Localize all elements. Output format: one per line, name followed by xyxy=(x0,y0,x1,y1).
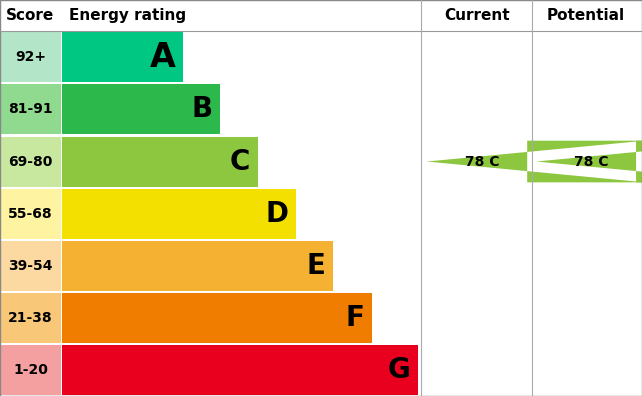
Bar xyxy=(62,32,183,82)
Bar xyxy=(0,241,61,291)
Bar xyxy=(62,293,372,343)
Text: 55-68: 55-68 xyxy=(8,207,53,221)
Text: 92+: 92+ xyxy=(15,50,46,64)
Bar xyxy=(0,0,642,31)
Text: Current: Current xyxy=(444,8,510,23)
Text: 39-54: 39-54 xyxy=(8,259,53,273)
Text: C: C xyxy=(230,148,250,175)
Bar xyxy=(62,345,418,395)
Bar xyxy=(0,84,61,134)
Text: E: E xyxy=(306,252,325,280)
Text: Energy rating: Energy rating xyxy=(69,8,186,23)
Bar xyxy=(0,32,61,82)
Text: Score: Score xyxy=(6,8,55,23)
Text: B: B xyxy=(191,95,213,124)
Bar xyxy=(62,137,258,187)
Text: 78 C: 78 C xyxy=(465,154,499,169)
Text: Potential: Potential xyxy=(547,8,625,23)
Bar xyxy=(62,188,296,239)
Polygon shape xyxy=(427,141,642,183)
Text: 1-20: 1-20 xyxy=(13,363,48,377)
Text: 21-38: 21-38 xyxy=(8,311,53,325)
Bar xyxy=(0,293,61,343)
Text: 81-91: 81-91 xyxy=(8,103,53,116)
Text: A: A xyxy=(150,41,175,74)
Text: F: F xyxy=(345,304,364,332)
Bar xyxy=(0,345,61,395)
Bar xyxy=(62,241,333,291)
Text: 69-80: 69-80 xyxy=(8,154,53,169)
Polygon shape xyxy=(536,141,642,183)
Text: G: G xyxy=(388,356,410,384)
Bar xyxy=(0,137,61,187)
Text: D: D xyxy=(265,200,288,228)
Bar xyxy=(62,84,220,134)
Bar xyxy=(0,188,61,239)
Text: 78 C: 78 C xyxy=(574,154,609,169)
